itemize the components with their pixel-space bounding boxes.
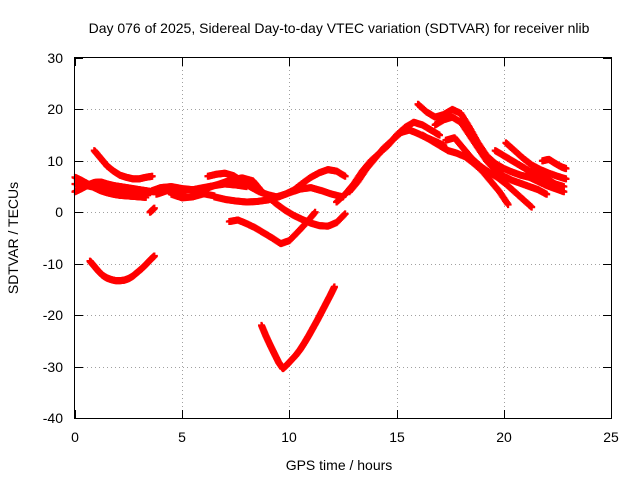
- chart-title: Day 076 of 2025, Sidereal Day-to-day VTE…: [89, 20, 590, 36]
- series-arc-22: [502, 139, 570, 183]
- y-tick-label: -40: [43, 410, 63, 426]
- axis-ticks: [75, 58, 612, 419]
- y-axis-label: SDTVAR / TECUs: [5, 182, 21, 294]
- y-tick-label: 30: [47, 50, 63, 66]
- y-tick-label: -30: [43, 359, 63, 375]
- data-point: [562, 175, 570, 183]
- series-arc-14: [258, 283, 338, 373]
- y-tick-label: -20: [43, 307, 63, 323]
- series-arc-21: [491, 147, 568, 191]
- data-point: [142, 193, 150, 201]
- series-arc-11: [210, 184, 347, 206]
- data-points: [71, 100, 570, 373]
- series-arc-17: [414, 100, 568, 196]
- x-tick-label: 5: [178, 429, 186, 445]
- series-arc-23: [538, 155, 570, 173]
- data-point: [560, 183, 568, 191]
- y-tick-label: 10: [47, 153, 63, 169]
- series-arc-20: [442, 134, 536, 211]
- grid-lines: [75, 58, 611, 418]
- data-point: [435, 131, 443, 139]
- data-point: [543, 190, 551, 198]
- data-point: [150, 252, 158, 260]
- series-arc-05: [146, 204, 158, 216]
- x-tick-label: 10: [281, 429, 297, 445]
- y-tick-label: 0: [55, 204, 63, 220]
- series-arc-16: [345, 126, 448, 196]
- data-point: [504, 201, 512, 209]
- series-arc-13: [225, 208, 319, 248]
- series-arc-04: [90, 147, 156, 183]
- x-tick-label: 20: [496, 429, 512, 445]
- x-tick-label: 0: [71, 429, 79, 445]
- x-tick-labels: 0 5 10 15 20 25: [71, 429, 619, 445]
- data-point: [150, 204, 158, 212]
- y-tick-label: -10: [43, 256, 63, 272]
- data-point: [341, 172, 349, 180]
- y-tick-label: 20: [47, 101, 63, 117]
- x-axis-label: GPS time / hours: [286, 457, 393, 473]
- data-point: [562, 165, 570, 173]
- series-arc-03: [71, 173, 150, 201]
- x-tick-label: 25: [603, 429, 619, 445]
- series-arc-06: [86, 252, 158, 285]
- data-point: [311, 208, 319, 216]
- plot-frame: [74, 57, 612, 419]
- data-point: [528, 203, 536, 211]
- data-point: [330, 283, 338, 291]
- x-tick-label: 15: [389, 429, 405, 445]
- data-point: [148, 172, 156, 180]
- series-arc-12: [255, 185, 349, 230]
- y-tick-labels: -40 -30 -20 -10 0 10 20 30: [43, 50, 63, 426]
- data-point: [341, 210, 349, 218]
- series-arc-19: [431, 113, 551, 198]
